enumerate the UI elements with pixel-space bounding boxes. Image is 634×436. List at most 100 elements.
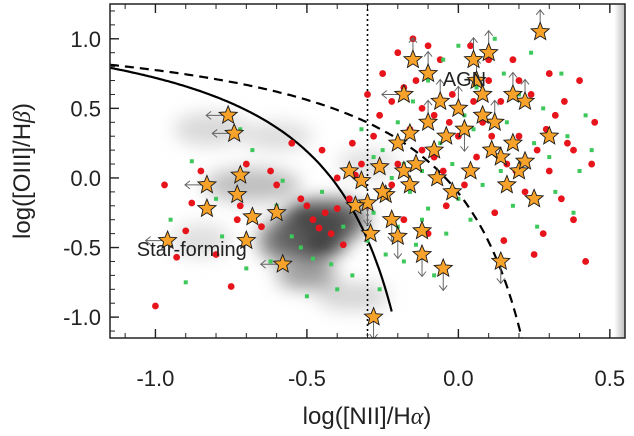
green-point	[183, 280, 188, 285]
green-point	[244, 266, 249, 271]
green-point	[410, 99, 415, 104]
green-point	[456, 196, 461, 201]
green-point	[420, 217, 425, 222]
green-point	[559, 71, 564, 76]
red-point	[442, 202, 450, 210]
red-point	[521, 188, 529, 196]
red-points-series	[152, 35, 599, 310]
orange-star	[529, 21, 551, 41]
red-point	[448, 91, 456, 98]
red-point	[533, 146, 541, 154]
green-point	[401, 259, 406, 264]
red-point	[236, 202, 244, 210]
red-point	[197, 167, 205, 175]
orange-star	[502, 83, 524, 104]
orange-star	[417, 111, 439, 131]
red-point	[364, 91, 371, 98]
red-point	[233, 216, 241, 224]
demarcation-lines	[110, 4, 523, 338]
red-point	[309, 216, 317, 224]
green-point	[583, 113, 588, 118]
red-point	[564, 139, 571, 147]
orange-star	[393, 160, 415, 180]
red-point	[445, 118, 453, 126]
red-point	[321, 209, 329, 217]
red-point	[288, 139, 296, 147]
orange-star	[481, 139, 502, 159]
red-point	[333, 205, 341, 212]
green-point	[426, 206, 431, 211]
orange-star	[448, 97, 469, 118]
density-blob	[173, 112, 247, 146]
orange-star	[472, 83, 493, 104]
orange-star	[236, 229, 257, 250]
red-point	[400, 216, 408, 224]
red-point	[470, 98, 477, 105]
orange-star	[514, 150, 536, 170]
orange-star	[433, 257, 454, 278]
red-point	[591, 118, 599, 126]
red-point	[333, 174, 341, 182]
orange-star	[381, 208, 402, 229]
orange-star	[399, 122, 421, 143]
red-point	[570, 216, 577, 224]
orange-star	[466, 69, 487, 90]
density-map	[170, 112, 398, 311]
green-point	[450, 162, 455, 167]
green-point	[268, 259, 273, 264]
red-point	[576, 77, 583, 84]
red-point	[491, 209, 499, 217]
red-point	[461, 181, 468, 189]
orange-star	[242, 206, 263, 226]
orange-star	[411, 243, 433, 264]
orange-star	[460, 160, 481, 180]
red-point	[348, 139, 356, 147]
red-point	[376, 111, 384, 119]
green-point	[498, 169, 503, 173]
green-point	[432, 273, 437, 278]
red-point	[258, 223, 265, 231]
red-point	[497, 98, 505, 105]
tick-labels: -1.0 -0.5 0.0 0.5 -1.0 -0.5 0.0 0.5 1.0	[63, 27, 625, 391]
orange-star	[345, 195, 366, 215]
green-point	[214, 196, 219, 201]
green-point	[413, 242, 418, 247]
red-point	[539, 230, 547, 238]
green-point	[589, 148, 594, 153]
y-axis-label-beta: β	[10, 111, 36, 124]
red-point	[561, 98, 568, 105]
orange-star	[478, 41, 499, 62]
orange-star	[402, 48, 424, 69]
green-point	[441, 57, 446, 62]
orange-star	[339, 160, 360, 180]
kewley-line	[110, 63, 523, 338]
red-point	[273, 181, 281, 189]
red-point	[509, 56, 517, 64]
red-point	[588, 160, 596, 168]
axis-ticks	[110, 4, 611, 338]
red-point	[303, 202, 311, 210]
orange-star	[369, 156, 390, 176]
orange-star	[496, 174, 518, 194]
green-point	[304, 294, 309, 299]
orange-star	[484, 111, 505, 131]
y-axis-label-suffix: )	[9, 103, 36, 111]
orange-star	[508, 160, 530, 180]
green-point	[565, 134, 570, 139]
orange-star	[399, 174, 421, 194]
red-point	[161, 181, 168, 189]
y-tick-label: -0.5	[63, 236, 101, 261]
green-point	[510, 203, 515, 208]
green-point	[571, 210, 576, 215]
orange-star	[157, 229, 178, 250]
red-point	[551, 111, 559, 119]
annotation-agn: AGN	[443, 69, 486, 91]
y-tick-label: -1.0	[63, 305, 101, 330]
red-point	[418, 104, 426, 112]
red-point	[430, 111, 438, 119]
red-point	[473, 153, 480, 161]
orange-star	[357, 192, 378, 212]
colorbar-edge	[614, 4, 625, 338]
red-point	[515, 77, 523, 84]
